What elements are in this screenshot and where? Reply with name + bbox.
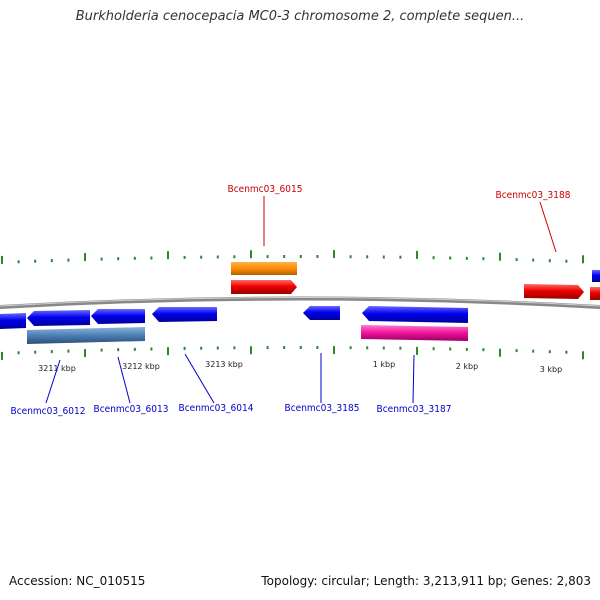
gene-label-bcenmc03-6013[interactable]: Bcenmc03_6013	[94, 404, 169, 415]
leader-line-bcenmc03-6013	[117, 356, 131, 404]
gene-label-bcenmc03-3188[interactable]: Bcenmc03_3188	[496, 190, 571, 201]
gene-bar-steel[interactable]	[27, 327, 145, 344]
leader-line-bcenmc03-6014	[184, 353, 215, 404]
gene-bar-pink[interactable]	[361, 325, 468, 341]
gene-arrow-bcenmc03-3188[interactable]	[524, 284, 584, 299]
gene-label-bcenmc03-6015[interactable]: Bcenmc03_6015	[228, 184, 303, 195]
accession-label: Accession: NC_010515	[9, 574, 146, 588]
leader-line-bcenmc03-3188	[539, 201, 557, 253]
gene-arrow-left-edge[interactable]	[0, 313, 26, 329]
leader-line-bcenmc03-6012	[45, 359, 61, 404]
sequence-summary: Topology: circular; Length: 3,213,911 bp…	[261, 574, 591, 588]
tick-label-3211-kbp: 3211 kbp	[38, 364, 76, 373]
gene-label-bcenmc03-6014[interactable]: Bcenmc03_6014	[179, 403, 254, 414]
gene-arrow-bcenmc03-6014[interactable]	[152, 307, 217, 322]
gene-arrow-right-edge-blue[interactable]	[592, 270, 600, 282]
map-title: Burkholderia cenocepacia MC0-3 chromosom…	[75, 9, 525, 24]
genome-backbone	[0, 296, 600, 309]
tick-label-2-kbp: 2 kbp	[456, 362, 478, 371]
gene-arrow-bcenmc03-3187-blue[interactable]	[362, 306, 468, 323]
tick-label-1-kbp: 1 kbp	[373, 360, 395, 369]
gene-bar-orange[interactable]	[231, 262, 297, 275]
tick-label-3-kbp: 3 kbp	[540, 365, 562, 374]
gene-arrow-bcenmc03-3185[interactable]	[303, 306, 340, 320]
inner-tick-row	[1, 346, 584, 360]
leader-line-bcenmc03-3187	[412, 354, 415, 404]
gene-arrow-right-edge[interactable]	[590, 287, 600, 300]
tick-label-3213-kbp: 3213 kbp	[205, 360, 243, 369]
genome-backbone-highlight	[0, 297, 600, 307]
gene-arrow-bcenmc03-6013[interactable]	[91, 309, 145, 324]
outer-tick-row	[1, 250, 584, 264]
gene-label-bcenmc03-3187[interactable]: Bcenmc03_3187	[377, 404, 452, 415]
gene-arrow-bcenmc03-6012[interactable]	[27, 310, 90, 326]
tick-label-3212-kbp: 3212 kbp	[122, 362, 160, 371]
gene-arrow-bcenmc03-6015[interactable]	[231, 280, 297, 294]
gene-label-bcenmc03-6012[interactable]: Bcenmc03_6012	[11, 406, 86, 417]
gene-label-bcenmc03-3185[interactable]: Bcenmc03_3185	[285, 403, 360, 414]
